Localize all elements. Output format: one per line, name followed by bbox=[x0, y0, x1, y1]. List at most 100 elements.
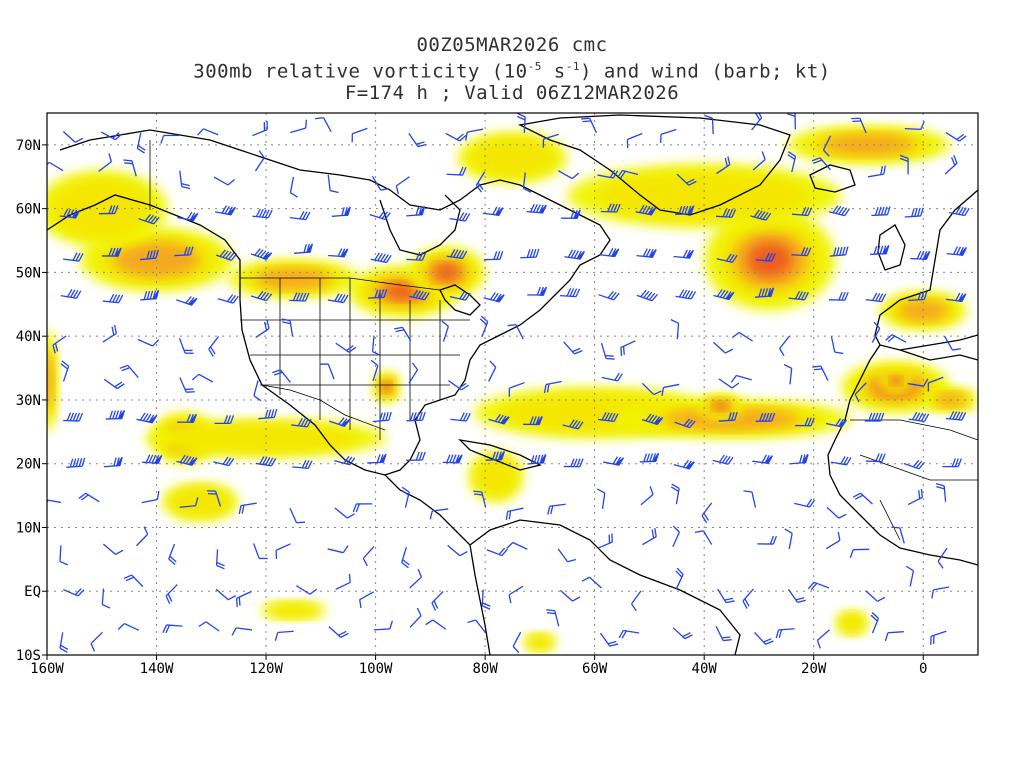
wind-barb bbox=[47, 161, 64, 172]
wind-barb bbox=[542, 133, 559, 148]
wind-barb bbox=[701, 502, 713, 524]
wind-barb bbox=[272, 369, 291, 383]
wind-barb bbox=[948, 206, 970, 217]
wind-barb bbox=[252, 121, 268, 137]
wind-barb bbox=[597, 169, 619, 179]
wind-barb bbox=[659, 128, 677, 143]
axis-ticks bbox=[42, 144, 924, 660]
wind-barb bbox=[754, 287, 775, 298]
wind-barb bbox=[138, 213, 160, 225]
vorticity-region-22-level-1 bbox=[527, 634, 553, 650]
lat-tick-label: 50N bbox=[16, 265, 41, 281]
wind-barb bbox=[327, 545, 349, 554]
wind-barb bbox=[60, 289, 82, 299]
wind-barb bbox=[137, 338, 160, 347]
wind-barb bbox=[599, 632, 619, 647]
vorticity-region-21-level-1 bbox=[474, 456, 518, 497]
wind-barb bbox=[731, 331, 753, 342]
wind-barb bbox=[641, 413, 664, 426]
us-state-lines bbox=[240, 278, 470, 440]
wind-barb bbox=[791, 206, 813, 217]
wind-barb bbox=[559, 589, 581, 602]
wind-barb bbox=[328, 248, 349, 258]
greenland-outline bbox=[517, 114, 791, 216]
wind-barb bbox=[98, 153, 113, 172]
wind-barb bbox=[626, 132, 643, 149]
wind-barb bbox=[467, 619, 487, 634]
wind-barb bbox=[715, 625, 732, 642]
wind-barb bbox=[327, 293, 349, 304]
wind-barb bbox=[715, 208, 737, 218]
wind-barb bbox=[373, 620, 393, 631]
wind-barb bbox=[100, 131, 123, 141]
wind-barb bbox=[136, 412, 158, 424]
vorticity-region-2-level-2 bbox=[256, 268, 331, 290]
wind-barb bbox=[408, 133, 427, 148]
wind-barb bbox=[905, 565, 915, 587]
wind-barb bbox=[59, 208, 81, 219]
vorticity-region-15-level-3 bbox=[747, 242, 793, 278]
vorticity-region-17-level-2 bbox=[822, 134, 915, 156]
wind-barb bbox=[250, 290, 273, 302]
wind-barb bbox=[946, 246, 967, 256]
wind-barb bbox=[78, 492, 100, 503]
wind-barb bbox=[441, 320, 450, 342]
wind-barb bbox=[870, 611, 880, 634]
wind-barb bbox=[370, 252, 392, 264]
wind-barb bbox=[752, 454, 773, 464]
wind-barbs bbox=[47, 113, 970, 654]
wind-barb bbox=[675, 567, 684, 590]
wind-barb bbox=[830, 336, 844, 355]
wind-barb bbox=[870, 245, 890, 256]
wind-barb bbox=[752, 151, 766, 171]
wind-barb bbox=[409, 607, 422, 628]
wind-barb bbox=[429, 508, 449, 520]
wind-barb bbox=[52, 335, 67, 354]
great-lakes-outline bbox=[439, 284, 481, 316]
wind-barb bbox=[101, 247, 122, 257]
wind-barb bbox=[718, 411, 738, 422]
wind-barb bbox=[508, 585, 524, 604]
wind-barb bbox=[483, 250, 504, 261]
wind-barb bbox=[927, 376, 944, 392]
wind-barb bbox=[795, 417, 815, 427]
wind-barb bbox=[446, 166, 467, 176]
wind-barb bbox=[598, 412, 619, 423]
wind-barb bbox=[289, 210, 311, 221]
wind-barb bbox=[547, 503, 566, 515]
wind-barb bbox=[290, 119, 308, 134]
south-america-coastline bbox=[469, 519, 741, 655]
wind-barb bbox=[401, 486, 410, 508]
wind-barb bbox=[713, 289, 735, 301]
wind-barb bbox=[331, 206, 351, 217]
wind-barb bbox=[179, 497, 199, 508]
wind-barb bbox=[944, 155, 958, 175]
wind-barb bbox=[816, 629, 830, 649]
wind-barb bbox=[635, 204, 657, 216]
wind-barb bbox=[406, 251, 427, 261]
wind-barb bbox=[406, 411, 426, 422]
wind-barb bbox=[789, 453, 809, 465]
wind-barb bbox=[563, 341, 583, 355]
wind-barb bbox=[849, 548, 870, 558]
wind-barb bbox=[255, 456, 277, 467]
wind-barb bbox=[830, 456, 852, 466]
wind-barb bbox=[475, 171, 486, 193]
wind-barb bbox=[431, 590, 444, 611]
wind-barb bbox=[486, 547, 508, 557]
africa-borders bbox=[850, 419, 978, 541]
vorticity-region-7-level-1 bbox=[170, 487, 231, 517]
wind-barb bbox=[675, 289, 697, 300]
wind-barb bbox=[370, 359, 379, 381]
wind-barb bbox=[371, 176, 390, 191]
wind-barb bbox=[250, 248, 273, 261]
wind-barb bbox=[213, 456, 235, 467]
wind-barb bbox=[673, 459, 695, 470]
wind-barb bbox=[123, 159, 137, 177]
wind-barb bbox=[704, 114, 714, 135]
wind-barb bbox=[907, 488, 923, 506]
wind-barb bbox=[102, 293, 124, 304]
wind-barb bbox=[208, 336, 220, 357]
wind-barb bbox=[401, 547, 410, 569]
